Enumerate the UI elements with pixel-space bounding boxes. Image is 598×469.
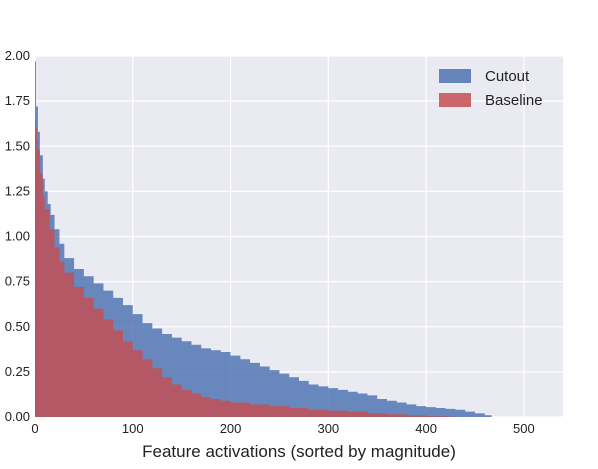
y-tick-label: 0.75 [5, 274, 30, 289]
legend-label-baseline: Baseline [485, 92, 543, 109]
y-tick-label: 0.25 [5, 364, 30, 379]
y-tick-label: 0.00 [5, 409, 30, 424]
x-tick-label: 100 [122, 421, 144, 436]
x-tick-label: 400 [415, 421, 437, 436]
y-tick-label: 1.25 [5, 183, 30, 198]
series-layer [35, 61, 492, 418]
legend-label-cutout: Cutout [485, 68, 530, 85]
legend-swatch-baseline [439, 93, 471, 107]
y-tick-label: 2.00 [5, 48, 30, 63]
y-tick-label: 1.75 [5, 93, 30, 108]
legend: Cutout Baseline [439, 68, 543, 109]
y-tick-label: 1.00 [5, 229, 30, 244]
y-tick-labels: 0.00 0.25 0.50 0.75 1.00 1.25 1.50 1.75 2.00 [5, 48, 30, 424]
y-tick-label: 1.50 [5, 138, 30, 153]
series-area-cutout [35, 61, 492, 417]
x-tick-labels: 0 100 200 300 400 500 [31, 421, 534, 436]
y-tick-label: 0.50 [5, 319, 30, 334]
x-tick-label: 0 [31, 421, 38, 436]
x-axis-label: Feature activations (sorted by magnitude… [142, 442, 456, 461]
series-area-baseline [35, 119, 456, 418]
x-tick-label: 300 [317, 421, 339, 436]
x-tick-label: 500 [513, 421, 535, 436]
x-tick-label: 200 [220, 421, 242, 436]
legend-swatch-cutout [439, 69, 471, 83]
